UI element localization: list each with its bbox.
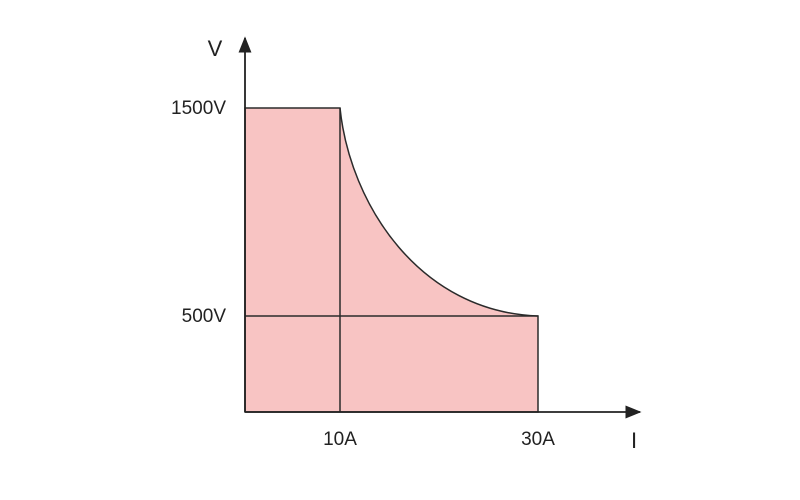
y-mark-label: 500V [182, 306, 227, 327]
operating-region [244, 107, 539, 413]
x-mark-label: 30A [521, 429, 555, 450]
y-axis-label: V [208, 36, 223, 61]
x-axis-label: I [631, 428, 637, 453]
x-mark-label: 10A [323, 429, 357, 450]
y-mark-label: 1500V [171, 98, 226, 119]
